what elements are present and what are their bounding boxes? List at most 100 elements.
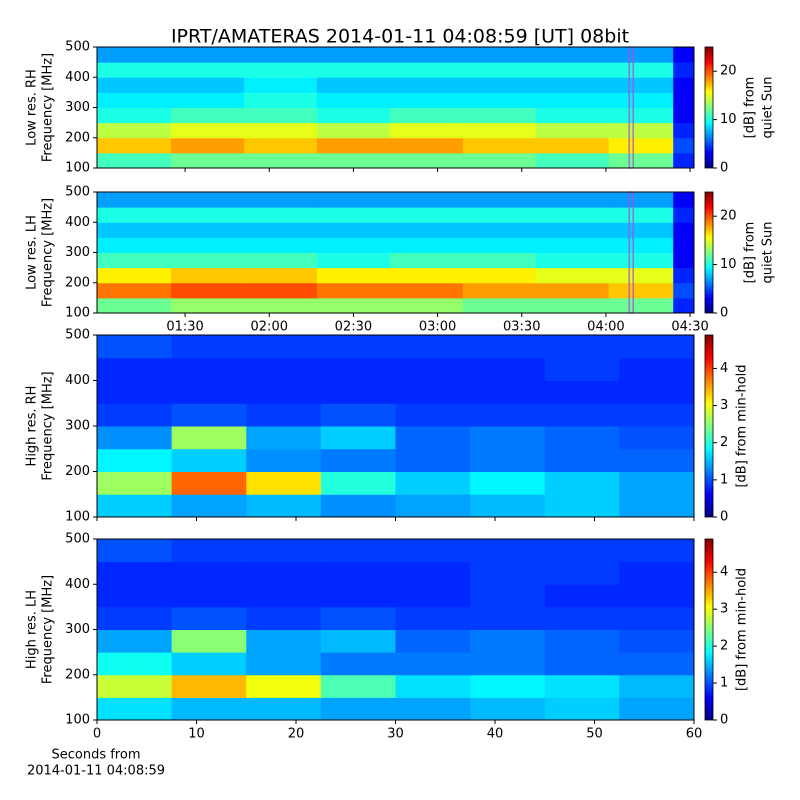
heatmap-cell	[619, 471, 695, 495]
heatmap-cell	[395, 403, 471, 427]
heatmap-cell	[673, 137, 695, 154]
heatmap-cell	[316, 207, 391, 223]
colorbar-tick-label: 1	[720, 472, 728, 487]
y-tick-label: 100	[65, 713, 90, 728]
heatmap-cell	[608, 192, 674, 208]
heatmap-cell	[97, 697, 173, 721]
heatmap-cell	[389, 207, 464, 223]
heatmap-cell	[316, 297, 391, 314]
heatmap-cell	[470, 335, 546, 359]
heatmap-cell	[97, 252, 172, 269]
heatmap-cell	[535, 92, 610, 108]
x-tick-label: 04:00	[587, 320, 624, 335]
heatmap-cell	[171, 539, 247, 563]
heatmap-cell	[246, 471, 322, 495]
heatmap-cell	[470, 539, 546, 563]
heatmap-cell	[535, 267, 610, 284]
heatmap-cell	[462, 207, 537, 223]
heatmap-cell	[244, 137, 318, 154]
x-tick-label: 20	[288, 727, 305, 742]
heatmap-cell	[544, 584, 620, 608]
heatmap-cell	[619, 380, 695, 404]
heatmap-cell	[97, 267, 172, 284]
heatmap-cell	[389, 192, 464, 208]
colorbar	[704, 538, 714, 721]
heatmap-cell	[673, 107, 695, 124]
heatmap-cell	[246, 380, 322, 404]
heatmap-cell	[389, 282, 464, 299]
heatmap-cell	[544, 335, 620, 359]
heatmap-cell	[246, 652, 322, 676]
heatmap-cell	[608, 92, 674, 108]
heatmap-cell	[619, 629, 695, 653]
heatmap-cell	[246, 606, 322, 630]
heatmap-cell	[97, 77, 172, 93]
x-tick-label: 04:30	[671, 320, 708, 335]
colorbar-tick-label: 0	[720, 306, 728, 321]
heatmap-cell	[535, 192, 610, 208]
heatmap-cell	[608, 222, 674, 238]
heatmap-cell	[619, 652, 695, 676]
heatmap-cell	[97, 561, 173, 585]
heatmap-cell	[619, 606, 695, 630]
heatmap-cell	[389, 122, 464, 139]
heatmap-cell	[171, 92, 245, 108]
heatmap-cell	[171, 448, 247, 472]
heatmap-cell	[608, 297, 674, 314]
heatmap-cell	[544, 380, 620, 404]
y-tick-label: 400	[65, 70, 90, 85]
heatmap-cell	[470, 674, 546, 698]
colorbar-tick-label: 10	[720, 257, 737, 272]
heatmap-cell	[171, 606, 247, 630]
y-tick-label: 500	[65, 185, 90, 200]
heatmap-cell	[97, 539, 173, 563]
y-tick-label: 100	[65, 161, 90, 176]
heatmap-cell	[389, 62, 464, 78]
x-tick-label: 10	[188, 727, 205, 742]
heatmap-cell	[171, 107, 245, 124]
heatmap-cell	[97, 494, 173, 518]
y-tick-label: 400	[65, 577, 90, 592]
heatmap-cell	[389, 137, 464, 154]
heatmap-cell	[320, 426, 396, 450]
heatmap-cell	[673, 192, 695, 208]
y-axis-label: Frequency [MHz]	[41, 371, 56, 480]
heatmap-cell	[673, 152, 695, 169]
heatmap-cell	[673, 77, 695, 93]
heatmap-cell	[395, 380, 471, 404]
heatmap-cell	[673, 282, 695, 299]
heatmap-cell	[171, 426, 247, 450]
heatmap-cell	[171, 629, 247, 653]
heatmap-cell	[673, 237, 695, 253]
x-tick-label: 30	[387, 727, 404, 742]
heatmap-cell	[395, 561, 471, 585]
heatmap-cell	[244, 267, 318, 284]
heatmap-cell	[395, 335, 471, 359]
heatmap-cell	[470, 380, 546, 404]
heatmap-cell	[462, 267, 537, 284]
heatmap-cell	[389, 77, 464, 93]
heatmap-cell	[544, 539, 620, 563]
heatmap-cell	[535, 252, 610, 269]
heatmap-cell	[470, 584, 546, 608]
heatmap-cell	[619, 448, 695, 472]
heatmap-cell	[171, 335, 247, 359]
heatmap-cell	[320, 606, 396, 630]
heatmap-cell	[462, 137, 537, 154]
colorbar-label: quiet Sun	[761, 221, 776, 283]
y-tick-label: 300	[65, 100, 90, 115]
heatmap-cell	[244, 252, 318, 269]
heatmap-cell	[389, 222, 464, 238]
heatmap-cell	[619, 357, 695, 381]
heatmap-cell	[673, 222, 695, 238]
heatmap-cell	[544, 471, 620, 495]
colorbar	[704, 191, 714, 314]
heatmap-cell	[673, 297, 695, 314]
heatmap-cell	[544, 494, 620, 518]
x-axis-label: Seconds from	[51, 748, 140, 763]
heatmap-cell	[246, 584, 322, 608]
y-tick-label: 200	[65, 667, 90, 682]
heatmap-cell	[389, 252, 464, 269]
heatmap-cell	[608, 282, 674, 299]
heatmap-cell	[462, 222, 537, 238]
